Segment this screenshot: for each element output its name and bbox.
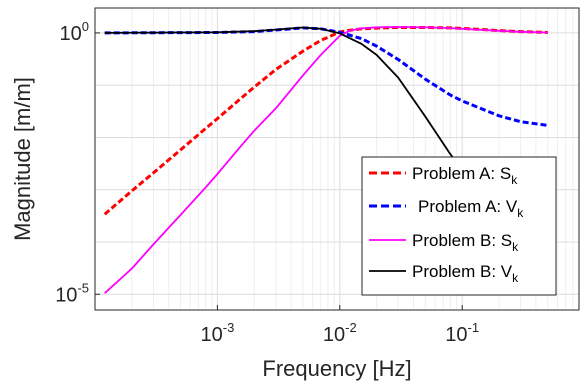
x-tick-label-1: 10-3 (200, 320, 234, 346)
legend-box (361, 156, 557, 296)
legend-label-2: Problem A: Vk (418, 197, 524, 220)
x-tick-label-3: 10-1 (445, 320, 479, 346)
series-line-2 (104, 26, 549, 127)
x-tick-label-2: 10-2 (323, 320, 357, 346)
x-axis-title: Frequency [Hz] (262, 356, 411, 381)
y-tick-label-1: 100 (60, 19, 89, 45)
legend-label-1: Problem A: Sk (412, 164, 518, 187)
series-line-3 (104, 26, 548, 294)
legend: Problem A: Sk Problem A: Vk Problem B: Sk P… (361, 156, 557, 296)
legend-label-4: Problem B: Vk (412, 262, 519, 285)
y-axis-title: Magnitude [m/m] (10, 77, 35, 241)
axes-box (94, 7, 580, 311)
y-tick-label-2: 10-5 (55, 280, 89, 306)
legend-label-3: Problem B: Sk (412, 231, 519, 254)
ticks: 10-3 10-2 10-1 100 10-5 (55, 19, 479, 346)
